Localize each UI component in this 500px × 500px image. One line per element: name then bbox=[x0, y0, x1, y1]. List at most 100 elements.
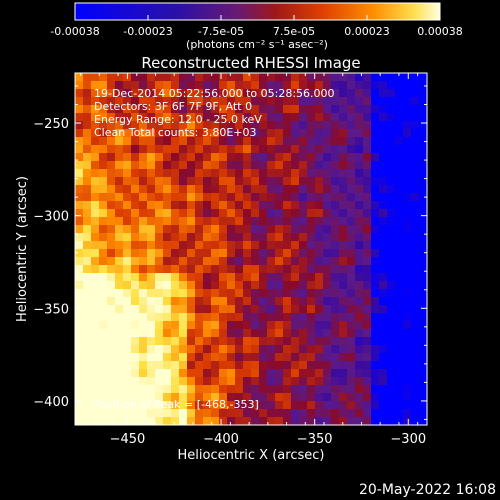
heatmap-cell bbox=[395, 393, 404, 402]
heatmap-cell bbox=[179, 177, 188, 186]
heatmap-cell bbox=[163, 129, 172, 138]
heatmap-cell bbox=[403, 129, 412, 138]
heatmap-cell bbox=[211, 281, 220, 290]
heatmap-cell bbox=[307, 377, 316, 386]
heatmap-cell bbox=[347, 257, 356, 266]
heatmap-cell bbox=[155, 249, 164, 258]
heatmap-cell bbox=[411, 385, 420, 394]
heatmap-cell bbox=[267, 177, 276, 186]
heatmap-cell bbox=[131, 81, 140, 90]
heatmap-cell bbox=[219, 329, 228, 338]
heatmap-cell bbox=[147, 305, 156, 314]
heatmap-cell bbox=[387, 345, 396, 354]
heatmap-cell bbox=[107, 73, 116, 82]
heatmap-cell bbox=[147, 353, 156, 362]
heatmap-cell bbox=[179, 137, 188, 146]
heatmap-cell bbox=[211, 113, 220, 122]
heatmap-cell bbox=[163, 169, 172, 178]
heatmap-cell bbox=[211, 313, 220, 322]
heatmap-cell bbox=[315, 385, 324, 394]
heatmap-cell bbox=[227, 337, 236, 346]
heatmap-cell bbox=[419, 185, 427, 194]
heatmap-cell bbox=[291, 201, 300, 210]
heatmap-cell bbox=[315, 209, 324, 218]
heatmap-cell bbox=[299, 305, 308, 314]
heatmap-cell bbox=[163, 377, 172, 386]
heatmap-cell bbox=[115, 153, 124, 162]
heatmap-cell bbox=[139, 145, 148, 154]
heatmap-cell bbox=[315, 89, 324, 98]
heatmap-cell bbox=[131, 321, 140, 330]
heatmap-cell bbox=[291, 81, 300, 90]
heatmap-cell bbox=[323, 313, 332, 322]
heatmap-cell bbox=[387, 281, 396, 290]
heatmap-cell bbox=[355, 385, 364, 394]
heatmap-cell bbox=[99, 241, 108, 250]
heatmap-cell bbox=[99, 161, 108, 170]
heatmap-cell bbox=[155, 361, 164, 370]
heatmap-cell bbox=[267, 361, 276, 370]
heatmap-cell bbox=[195, 321, 204, 330]
heatmap-cell bbox=[267, 369, 276, 378]
heatmap-cell bbox=[411, 193, 420, 202]
heatmap-cell bbox=[75, 81, 84, 90]
heatmap-cell bbox=[147, 233, 156, 242]
heatmap-cell bbox=[131, 201, 140, 210]
heatmap-cell bbox=[283, 281, 292, 290]
heatmap-cell bbox=[251, 241, 260, 250]
heatmap-cell bbox=[347, 233, 356, 242]
heatmap-cell bbox=[107, 281, 116, 290]
heatmap-cell bbox=[299, 193, 308, 202]
heatmap-cell bbox=[387, 97, 396, 106]
heatmap-cell bbox=[371, 73, 380, 82]
heatmap-cell bbox=[379, 297, 388, 306]
heatmap-cell bbox=[179, 185, 188, 194]
heatmap-cell bbox=[363, 249, 372, 258]
heatmap-cell bbox=[283, 273, 292, 282]
heatmap-cell bbox=[179, 353, 188, 362]
heatmap-cell bbox=[243, 257, 252, 266]
heatmap-cell bbox=[291, 321, 300, 330]
heatmap-cell bbox=[187, 193, 196, 202]
heatmap-cell bbox=[371, 89, 380, 98]
heatmap-cell bbox=[179, 313, 188, 322]
heatmap-cell bbox=[123, 377, 132, 386]
heatmap-cell bbox=[395, 161, 404, 170]
heatmap-cell bbox=[139, 73, 148, 82]
heatmap-cell bbox=[219, 161, 228, 170]
heatmap-cell bbox=[267, 225, 276, 234]
heatmap-cell bbox=[99, 289, 108, 298]
heatmap-cell bbox=[347, 217, 356, 226]
heatmap-cell bbox=[251, 289, 260, 298]
heatmap-cell bbox=[387, 209, 396, 218]
heatmap-cell bbox=[403, 193, 412, 202]
heatmap-cell bbox=[75, 297, 84, 306]
heatmap-cell bbox=[371, 337, 380, 346]
heatmap-cell bbox=[75, 153, 84, 162]
heatmap-cell bbox=[187, 105, 196, 114]
heatmap-cell bbox=[323, 345, 332, 354]
heatmap-cell bbox=[139, 345, 148, 354]
heatmap-cell bbox=[275, 361, 284, 370]
heatmap-cell bbox=[275, 113, 284, 122]
heatmap-cell bbox=[147, 409, 156, 418]
heatmap-cell bbox=[283, 313, 292, 322]
heatmap-cell bbox=[107, 265, 116, 274]
heatmap-cell bbox=[195, 305, 204, 314]
heatmap-cell bbox=[91, 377, 100, 386]
heatmap-cell bbox=[123, 401, 132, 410]
heatmap-cell bbox=[107, 249, 116, 258]
heatmap-cell bbox=[219, 121, 228, 130]
heatmap-cell bbox=[203, 345, 212, 354]
heatmap-cell bbox=[363, 209, 372, 218]
heatmap-cell bbox=[259, 353, 268, 362]
heatmap-cell bbox=[323, 281, 332, 290]
heatmap-cell bbox=[419, 249, 427, 258]
heatmap-cell bbox=[179, 337, 188, 346]
heatmap-cell bbox=[115, 353, 124, 362]
heatmap-cell bbox=[395, 201, 404, 210]
heatmap-cell bbox=[291, 225, 300, 234]
heatmap-cell bbox=[339, 209, 348, 218]
heatmap-cell bbox=[123, 337, 132, 346]
heatmap-cell bbox=[91, 289, 100, 298]
